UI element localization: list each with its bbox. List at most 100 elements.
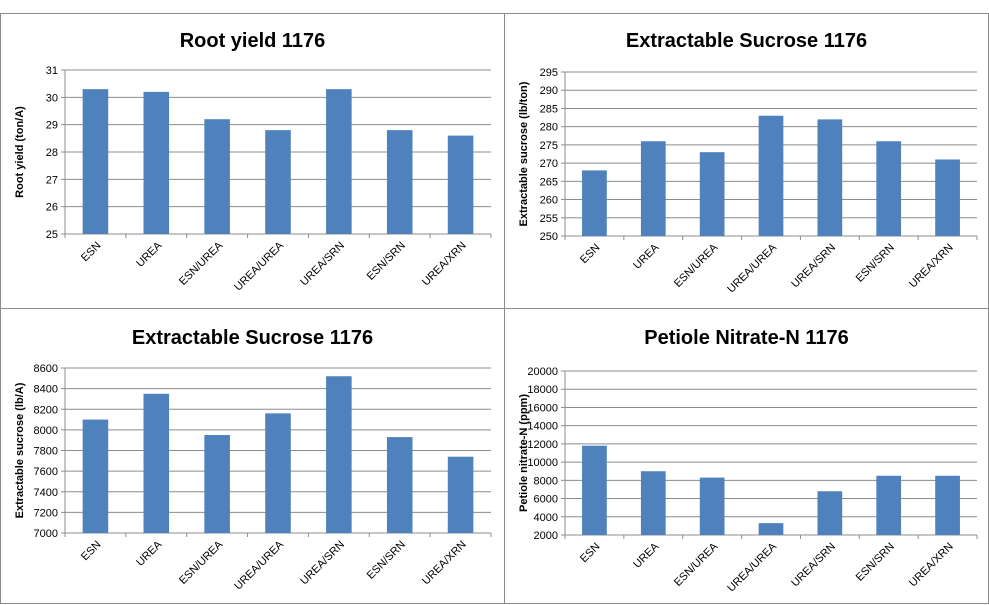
x-tick-label: ESN/UREA <box>672 540 721 589</box>
x-tick-label: UREA/XRN <box>907 541 956 590</box>
y-tick-label: 265 <box>540 176 558 188</box>
bar-chart-extractable-sucrose-ton: 250 255 260 265 270 275 280 285 290 295 ESN UREA ESN… <box>518 67 978 296</box>
x-tick-label: UREA/UREA <box>725 540 779 594</box>
chart-panel-extractable-sucrose-ton: Extractable Sucrose 1176 250 255 260 265 270… <box>504 13 989 309</box>
bar <box>582 445 607 535</box>
x-tick-label: ESN <box>79 240 104 265</box>
x-tick-label: ESN/SRN <box>854 242 897 285</box>
bar <box>935 159 960 236</box>
x-tick-label: ESN/SRN <box>365 240 408 283</box>
y-tick-label: 8600 <box>34 363 58 375</box>
bar <box>640 471 666 535</box>
y-tick-label: 290 <box>540 85 558 97</box>
y-axis-label: Extractable sucrose (lb/ton) <box>518 81 530 226</box>
y-tick-label: 280 <box>540 122 558 134</box>
bar <box>876 141 902 236</box>
chart-panel-petiole-nitrate: Petiole Nitrate-N 1176 2000 4000 6000 8000 1… <box>504 308 989 604</box>
y-axis-label: Petiole nitrate-N (ppm) <box>518 394 530 512</box>
x-tick-label: ESN <box>578 242 603 267</box>
y-tick-label: 10000 <box>527 457 558 469</box>
x-tick-label: UREA <box>134 538 165 569</box>
y-tick-label: 2000 <box>534 530 558 542</box>
y-tick-label: 270 <box>540 158 558 170</box>
x-tick-label: UREA/SRN <box>789 541 838 590</box>
bar <box>640 141 666 236</box>
bar <box>699 477 725 535</box>
x-tick-label: UREA/XRN <box>420 240 469 289</box>
y-tick-label: 260 <box>540 195 558 207</box>
bar <box>265 130 291 234</box>
y-tick-label: 7600 <box>34 466 58 478</box>
y-tick-label: 8200 <box>34 404 58 416</box>
y-tick-label: 7800 <box>34 446 58 458</box>
y-tick-label: 27 <box>46 174 58 186</box>
y-tick-label: 7200 <box>34 507 58 519</box>
bar <box>758 523 784 535</box>
bar <box>876 475 902 535</box>
chart-panel-extractable-sucrose-acre: Extractable Sucrose 1176 7000 7200 7400 760… <box>0 308 505 604</box>
x-tick-label: ESN <box>578 541 603 566</box>
x-tick-label: UREA <box>631 241 662 272</box>
chart-title: Extractable Sucrose 1176 <box>625 30 868 52</box>
y-tick-label: 275 <box>540 140 558 152</box>
x-tick-label: UREA/SRN <box>789 242 838 291</box>
bar <box>82 89 109 234</box>
bar <box>699 152 725 236</box>
y-tick-label: 26 <box>46 202 58 214</box>
y-tick-label: 30 <box>46 92 58 104</box>
chart-title: Extractable Sucrose 1176 <box>131 327 374 349</box>
bar-chart-petiole-nitrate: 2000 4000 6000 8000 10000 12000 14000 16000 1800… <box>518 366 978 595</box>
y-tick-label: 7000 <box>34 528 58 540</box>
y-tick-label: 7400 <box>34 487 58 499</box>
y-tick-label: 295 <box>540 67 558 79</box>
y-tick-label: 29 <box>46 120 58 132</box>
bar <box>758 115 784 236</box>
bar <box>326 89 352 234</box>
y-tick-label: 31 <box>46 65 58 77</box>
x-tick-label: UREA/XRN <box>907 242 956 291</box>
y-tick-label: 12000 <box>527 439 558 451</box>
bar <box>386 130 413 234</box>
x-tick-label: ESN <box>79 539 104 564</box>
bar <box>143 393 170 533</box>
x-tick-label: UREA/UREA <box>232 538 286 592</box>
y-tick-label: 255 <box>540 213 558 225</box>
bar <box>265 413 291 533</box>
x-tick-label: ESN/UREA <box>672 241 721 290</box>
y-tick-label: 8000 <box>34 425 58 437</box>
x-tick-label: UREA <box>631 540 662 571</box>
bar <box>817 491 843 535</box>
y-tick-label: 6000 <box>534 494 558 506</box>
x-tick-label: UREA/XRN <box>420 539 469 588</box>
x-tick-label: ESN/SRN <box>365 539 408 582</box>
y-tick-label: 20000 <box>527 366 558 378</box>
bar <box>204 119 230 234</box>
x-tick-label: ESN/UREA <box>177 538 226 587</box>
x-tick-label: UREA/UREA <box>725 241 779 295</box>
bar-chart-extractable-sucrose-acre: 7000 7200 7400 7600 7800 8000 8200 8400 8600 ESN U… <box>14 363 492 593</box>
bar <box>204 435 230 533</box>
y-tick-label: 285 <box>540 103 558 115</box>
y-tick-label: 8400 <box>34 384 58 396</box>
bar <box>447 135 474 234</box>
bar <box>326 376 352 533</box>
y-tick-label: 28 <box>46 147 58 159</box>
y-tick-label: 25 <box>46 229 58 241</box>
bar <box>82 419 109 533</box>
y-tick-label: 8000 <box>534 475 558 487</box>
x-tick-label: UREA/SRN <box>298 539 347 588</box>
x-tick-label: ESN/UREA <box>177 239 226 288</box>
x-tick-label: ESN/SRN <box>854 541 897 584</box>
x-tick-label: UREA <box>134 239 165 270</box>
y-tick-label: 16000 <box>527 402 558 414</box>
bar <box>817 119 843 236</box>
y-tick-label: 250 <box>540 231 558 243</box>
y-tick-label: 14000 <box>527 421 558 433</box>
chart-title: Petiole Nitrate-N 1176 <box>644 327 849 349</box>
bar <box>447 456 474 533</box>
bar <box>386 437 413 533</box>
y-tick-label: 18000 <box>527 384 558 396</box>
bar <box>143 91 170 234</box>
